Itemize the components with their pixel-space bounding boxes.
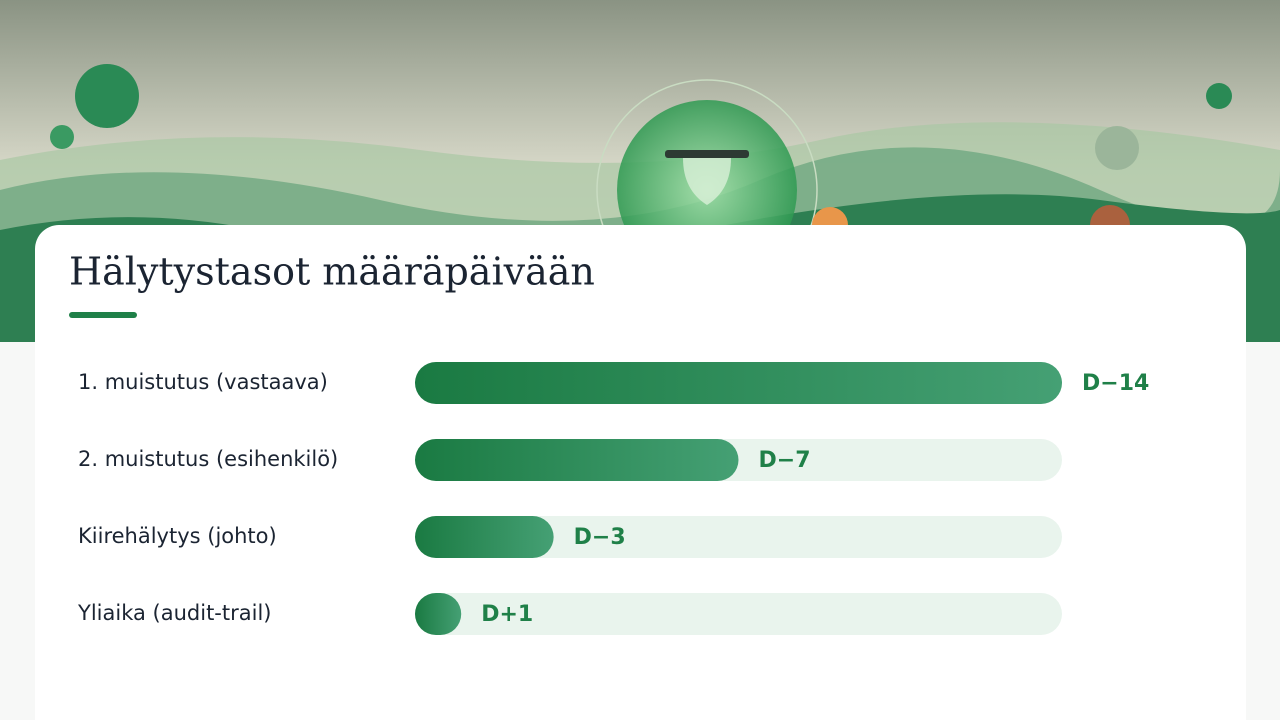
value-label: D−14 xyxy=(1082,371,1149,396)
bar-track xyxy=(415,516,1062,558)
category-label: 2. muistutus (esihenkilö) xyxy=(78,447,338,471)
title-underline xyxy=(69,312,137,318)
category-label: Kiirehälytys (johto) xyxy=(78,524,277,548)
category-label: Yliaika (audit-trail) xyxy=(77,601,271,625)
chart-title: Hälytystasot määräpäivään xyxy=(69,250,595,294)
bar-track xyxy=(415,593,1062,635)
value-label: D−3 xyxy=(574,525,626,550)
category-label: 1. muistutus (vastaava) xyxy=(78,370,328,394)
bar xyxy=(415,362,1062,404)
bar xyxy=(415,439,739,481)
value-label: D+1 xyxy=(481,602,533,627)
value-label: D−7 xyxy=(759,448,811,473)
bar xyxy=(415,593,462,635)
bar xyxy=(415,516,554,558)
